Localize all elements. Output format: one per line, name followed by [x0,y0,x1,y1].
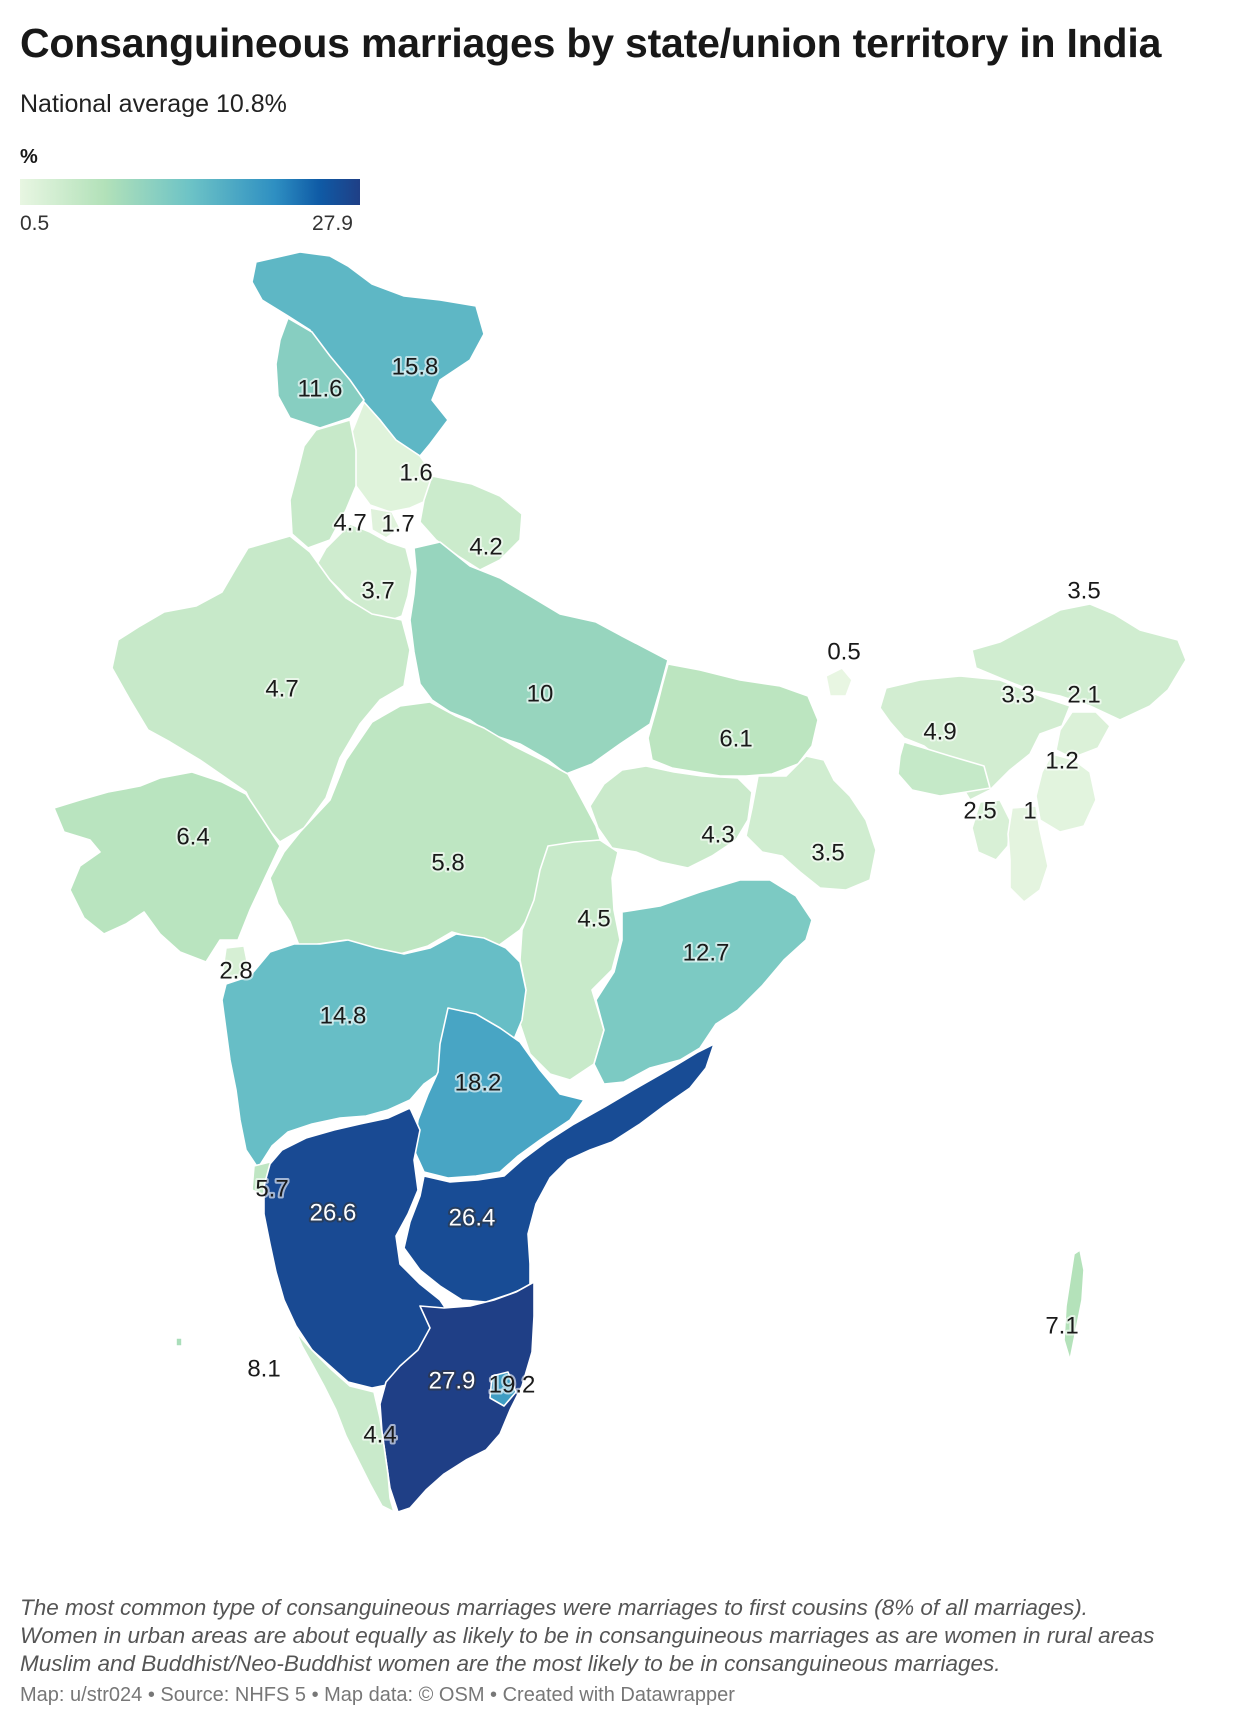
region-assam[interactable] [879,675,1071,801]
value-label-lakshadweep: 8.1 [247,1355,280,1382]
region-west-bengal[interactable] [745,755,877,891]
value-label-assam: 3.3 [1001,681,1034,708]
india-choropleth-map: 15.811.61.64.7 1.74.23.74.7 106.10.53.53.3… [53,251,1187,1513]
value-label-mizoram: 1 [1023,797,1036,824]
value-label-meghalaya: 4.9 [923,718,956,745]
region-gujarat[interactable] [53,771,281,963]
value-label-kerala: 4.4 [363,1421,396,1448]
note-line: The most common type of consanguineous m… [20,1595,1088,1620]
value-label-ladakh-west: 11.6 [298,375,343,402]
value-label-haryana: 3.7 [361,577,394,604]
region-telangana[interactable] [413,1007,585,1179]
value-label-west-bengal: 3.5 [811,839,844,866]
value-label-chandigarh: 1.7 [381,510,414,537]
region-jharkhand[interactable] [589,765,753,869]
value-label-puducherry: 19.2 [489,1371,536,1398]
value-label-jammu-kashmir: 15.8 [392,353,439,380]
region-nagaland[interactable] [1055,711,1111,759]
note-line: Muslim and Buddhist/Neo-Buddhist women a… [20,1651,1001,1676]
legend-max-label: 27.9 [312,212,353,235]
region-tripura[interactable] [971,799,1011,861]
value-label-manipur: 1.2 [1045,747,1078,774]
value-label-telangana: 18.2 [455,1069,502,1096]
value-label-sikkim: 0.5 [827,638,860,665]
region-puducherry[interactable] [489,1371,517,1407]
value-label-gujarat: 6.4 [176,823,209,850]
region-lakshadweep[interactable] [175,1337,183,1347]
region-sikkim[interactable] [825,667,853,697]
value-label-himachal-pradesh: 1.6 [399,459,432,486]
legend-title: % [20,146,38,168]
region-andaman-nicobar[interactable] [1063,1249,1085,1361]
region-uttar-pradesh[interactable] [409,541,669,775]
value-label-uttar-pradesh: 10 [527,680,554,707]
value-label-andhra-pradesh: 26.4 [449,1204,496,1231]
value-label-uttarakhand: 4.2 [469,533,502,560]
map-title: Consanguineous marriages by state/union … [20,20,1162,66]
value-label-bihar: 6.1 [719,725,752,752]
value-label-andaman-nicobar: 7.1 [1045,1312,1078,1339]
region-mizoram[interactable] [1007,805,1049,903]
value-label-nagaland: 2.1 [1067,681,1100,708]
value-label-dadra-daman-diu: 2.8 [219,957,252,984]
region-arunachal-pradesh[interactable] [971,603,1187,721]
map-subtitle: National average 10.8% [20,90,287,118]
value-label-punjab: 4.7 [333,509,366,536]
value-label-tamil-nadu: 27.9 [429,1367,476,1394]
region-ladakh-west[interactable] [275,317,365,429]
region-punjab[interactable] [289,419,357,549]
region-odisha[interactable] [593,879,813,1085]
value-label-goa: 5.7 [255,1175,288,1202]
value-label-maharashtra: 14.8 [320,1002,367,1029]
region-chandigarh[interactable] [369,507,401,539]
legend-color-bar [20,179,360,205]
value-label-odisha: 12.7 [683,939,730,966]
region-bihar[interactable] [647,663,819,777]
value-label-madhya-pradesh: 5.8 [431,849,464,876]
region-andhra-pradesh[interactable] [403,1043,715,1303]
region-kerala[interactable] [295,1331,395,1513]
value-label-chhattisgarh: 4.5 [577,905,610,932]
value-label-rajasthan: 4.7 [265,675,298,702]
legend-min-label: 0.5 [20,212,50,235]
source-footer: Map: u/str024 • Source: NHFS 5 • Map dat… [20,1684,735,1706]
note-line: Women in urban areas are about equally a… [20,1623,1155,1648]
value-label-jharkhand: 4.3 [701,821,734,848]
value-label-arunachal-pradesh: 3.5 [1067,577,1100,604]
region-dadra-daman-diu[interactable] [221,945,249,981]
value-label-tripura: 2.5 [963,797,996,824]
region-meghalaya[interactable] [897,741,991,797]
region-manipur[interactable] [1035,753,1097,833]
notes: The most common type of consanguineous m… [20,1594,1220,1678]
region-tamil-nadu[interactable] [379,1281,535,1513]
value-label-karnataka: 26.6 [310,1199,357,1226]
